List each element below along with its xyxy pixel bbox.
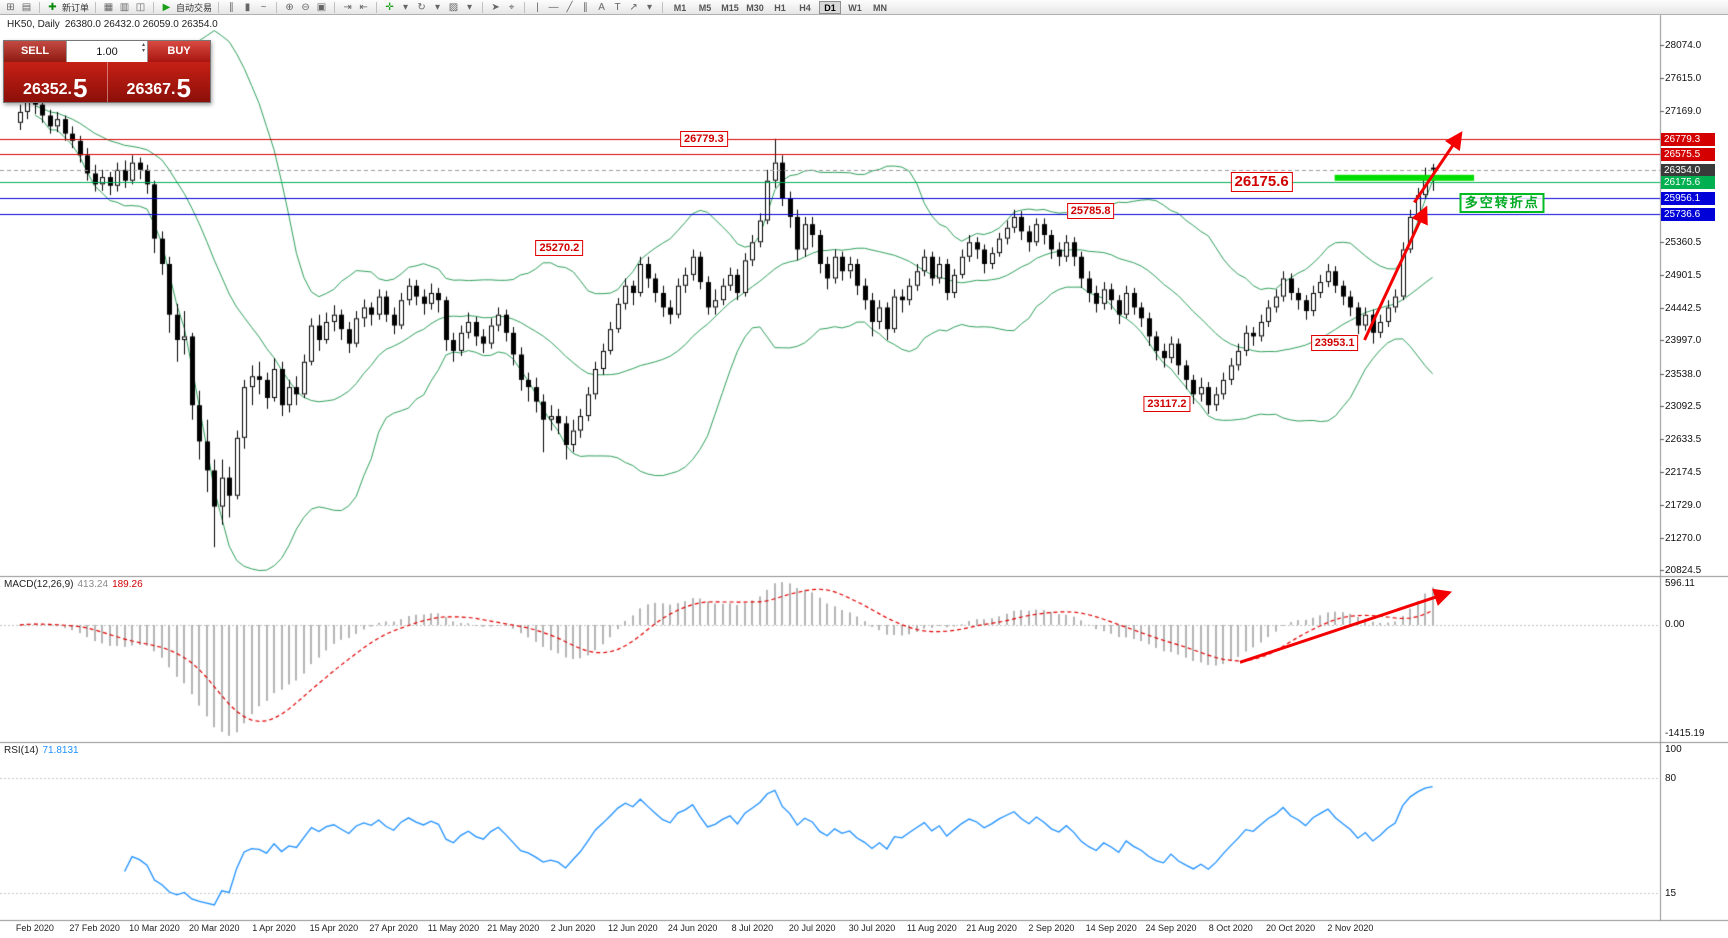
volume-value: 1.00: [96, 45, 118, 58]
timeframe-button-m30[interactable]: M30: [746, 2, 764, 13]
templates-dropdown-icon[interactable]: ▾: [467, 1, 473, 13]
horizontal-line-icon[interactable]: —: [548, 1, 559, 13]
volume-input[interactable]: 1.00 ▴ ▾: [66, 41, 148, 62]
rsi-value: 71.8131: [42, 745, 79, 756]
bid-price-main: 26352.: [23, 81, 72, 98]
volume-up-icon[interactable]: ▴: [141, 42, 145, 48]
order-controls-row: SELL 1.00 ▴ ▾ BUY: [4, 41, 210, 62]
bar-chart-icon[interactable]: ∥: [229, 1, 235, 13]
text-label-icon[interactable]: T: [614, 1, 621, 13]
chart-title: HK50, Daily 26380.0 26432.0 26059.0 26354…: [7, 19, 223, 30]
new-order-label: 新订单: [62, 2, 90, 13]
trendline-icon[interactable]: ╱: [566, 1, 573, 13]
equidistant-channel-icon[interactable]: ∥: [583, 1, 589, 13]
crosshair-icon[interactable]: ⌖: [508, 1, 515, 13]
autotrading-label: 自动交易: [176, 2, 213, 13]
buy-button[interactable]: BUY: [148, 41, 210, 62]
price-annotation[interactable]: 26175.6: [1230, 172, 1293, 193]
macd-indicator-label: MACD(12,26,9) 413.24 189.26: [4, 579, 143, 590]
volume-spinner[interactable]: ▴ ▾: [142, 42, 145, 54]
profiles-icon[interactable]: ▤: [21, 1, 32, 13]
data-window-icon[interactable]: ▥: [119, 1, 130, 13]
indicators-icon[interactable]: ✛: [385, 1, 394, 13]
toolbar: ⊞ ▤ ✚ 新订单 ▦ ▥ ◫ ▶ 自动交易 ∥ ▮ ~ ⊕ ⊖ ▣ ⇥ ⇤ ✛ ▾ ↻ ▾ ▨ ▾ ➤ ⌖ | — ╱ ∥ A T ↗ ▾ M1…: [0, 0, 1728, 15]
indicators-dropdown-icon[interactable]: ▾: [403, 1, 409, 13]
rsi-indicator-label: RSI(14) 71.8131: [4, 745, 79, 756]
navigator-icon[interactable]: ◫: [135, 1, 146, 13]
macd-main-value: 413.24: [77, 579, 109, 590]
rsi-name: RSI(14): [4, 745, 39, 756]
timeframe-button-d1[interactable]: D1: [819, 0, 842, 14]
price-annotation[interactable]: 23117.2: [1143, 395, 1191, 412]
periods-icon[interactable]: ↻: [417, 1, 426, 13]
ask-price-fraction: 5: [176, 72, 191, 103]
templates-icon[interactable]: ▨: [448, 1, 459, 13]
sell-button[interactable]: SELL: [4, 41, 66, 62]
arrows-tool-icon[interactable]: ↗: [629, 1, 638, 13]
order-price-row: 26352. 5 26367. 5: [4, 62, 210, 102]
bid-price[interactable]: 26352. 5: [4, 62, 108, 102]
price-annotation[interactable]: 25270.2: [535, 240, 584, 257]
timeframe-button-h4[interactable]: H4: [799, 2, 811, 13]
market-watch-icon[interactable]: ▦: [103, 1, 114, 13]
ask-price[interactable]: 26367. 5: [108, 62, 211, 102]
timeframe-button-m15[interactable]: M15: [721, 2, 739, 13]
vertical-line-icon[interactable]: |: [536, 1, 539, 13]
zoom-out-icon[interactable]: ⊖: [301, 1, 310, 13]
volume-down-icon[interactable]: ▾: [141, 48, 145, 54]
periods-dropdown-icon[interactable]: ▾: [435, 1, 441, 13]
line-chart-icon[interactable]: ~: [260, 1, 267, 13]
tile-windows-icon[interactable]: ▣: [316, 1, 327, 13]
autotrading-icon[interactable]: ▶: [162, 1, 171, 13]
objects-dropdown-icon[interactable]: ▾: [647, 1, 653, 13]
ask-price-main: 26367.: [126, 81, 176, 98]
macd-name: MACD(12,26,9): [4, 579, 74, 590]
turning-point-label[interactable]: 多空转折点: [1459, 193, 1545, 214]
one-click-trading-panel: SELL 1.00 ▴ ▾ BUY 26352. 5 26367. 5: [3, 40, 211, 103]
cursor-icon[interactable]: ➤: [491, 1, 500, 13]
price-annotation[interactable]: 26779.3: [679, 130, 728, 147]
price-annotation[interactable]: 23953.1: [1310, 335, 1359, 352]
timeframe-button-mn[interactable]: MN: [873, 2, 888, 13]
timeframe-button-w1[interactable]: W1: [848, 2, 862, 13]
price-annotation[interactable]: 25785.8: [1066, 202, 1115, 219]
bid-price-fraction: 5: [72, 72, 88, 103]
timeframe-button-m1[interactable]: M1: [673, 2, 687, 13]
chart-ohlc-values: 26380.0 26432.0 26059.0 26354.0: [64, 19, 218, 30]
macd-signal-value: 189.26: [112, 579, 143, 590]
text-tool-icon[interactable]: A: [598, 1, 605, 13]
new-chart-icon[interactable]: ⊞: [6, 1, 15, 13]
timeframe-button-m5[interactable]: M5: [698, 2, 712, 13]
timeframe-button-h1[interactable]: H1: [774, 2, 786, 13]
chart-shift-icon[interactable]: ⇤: [359, 1, 368, 13]
chart-symbol-period: HK50, Daily: [7, 19, 60, 30]
auto-scroll-icon[interactable]: ⇥: [343, 1, 352, 13]
zoom-in-icon[interactable]: ⊕: [285, 1, 294, 13]
candlestick-chart-icon[interactable]: ▮: [244, 1, 251, 13]
new-order-icon[interactable]: ✚: [48, 1, 57, 13]
